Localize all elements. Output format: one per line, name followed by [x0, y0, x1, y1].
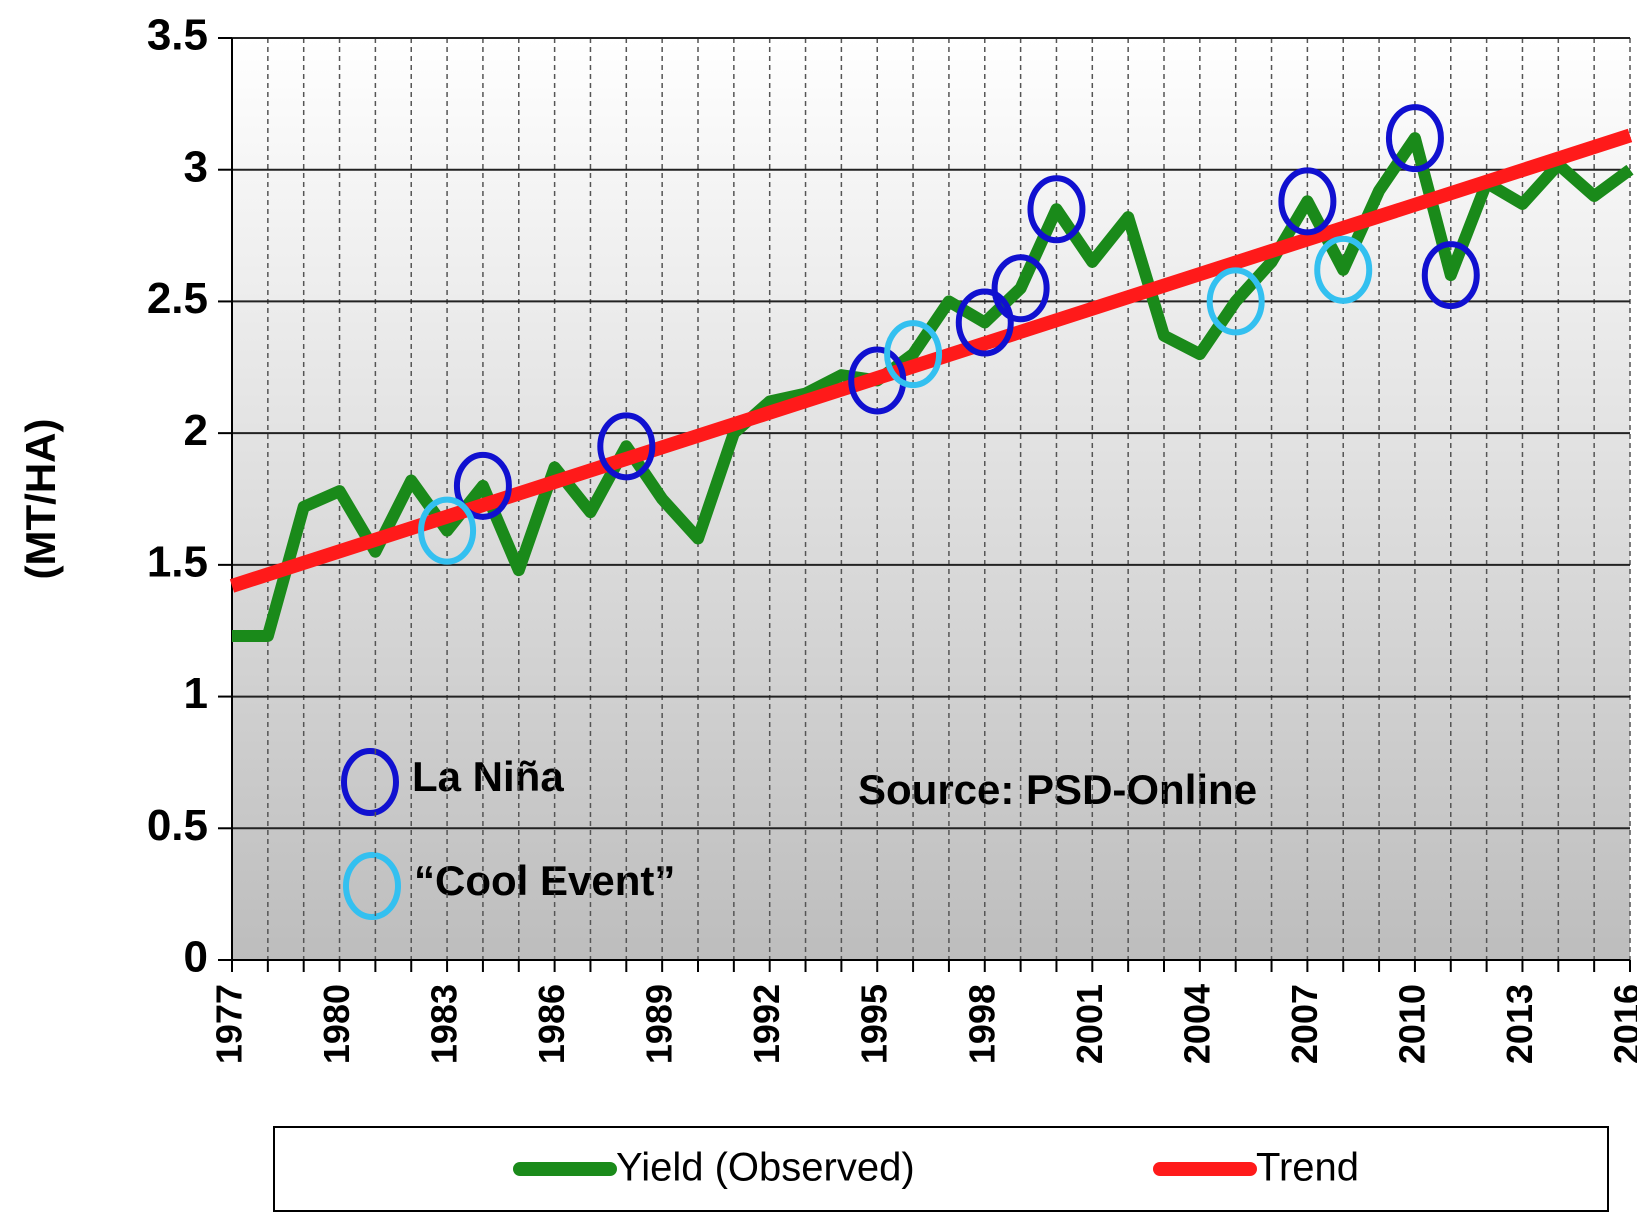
- event-circle: [1278, 167, 1337, 236]
- y-tick-label: 1: [184, 669, 208, 718]
- event-circle: [1206, 267, 1265, 336]
- y-tick-label: 1.5: [147, 537, 208, 586]
- x-tick-label: 2004: [1176, 984, 1217, 1064]
- x-tick-label: 1983: [424, 984, 465, 1064]
- y-tick-label: 0.5: [147, 801, 208, 850]
- cool-event-label: “Cool Event”: [414, 857, 675, 904]
- x-tick-label: 2016: [1607, 984, 1637, 1064]
- x-tick-label: 1998: [961, 984, 1002, 1064]
- event-circle: [1027, 175, 1086, 244]
- event-circle: [1421, 241, 1480, 310]
- x-tick-label: 2007: [1284, 984, 1325, 1064]
- event-circle: [991, 254, 1050, 323]
- y-tick-label: 0: [184, 933, 208, 982]
- x-tick-label: 1992: [746, 984, 787, 1064]
- source-note: Source: PSD-Online: [858, 766, 1257, 813]
- y-tick-label: 3: [184, 142, 208, 191]
- x-tick-label: 2010: [1391, 984, 1432, 1064]
- legend-label: Yield (Observed): [616, 1146, 915, 1190]
- event-circle: [597, 412, 656, 481]
- legend-label: Trend: [1256, 1146, 1359, 1190]
- la-nina-label: La Niña: [412, 753, 564, 800]
- y-tick-label: 2: [184, 406, 208, 455]
- legend-box: [273, 1126, 1609, 1212]
- x-tick-label: 1989: [639, 984, 680, 1064]
- x-tick-label: 2013: [1499, 984, 1540, 1064]
- x-tick-label: 2001: [1069, 984, 1110, 1064]
- x-tick-label: 1995: [854, 984, 895, 1064]
- legend-la-nina-circle: [341, 748, 399, 816]
- event-circle: [1385, 104, 1444, 173]
- event-circle: [1314, 235, 1373, 304]
- event-circle: [418, 496, 477, 565]
- legend-cool-event-circle: [343, 852, 401, 920]
- y-tick-label: 2.5: [147, 274, 208, 323]
- x-tick-label: 1986: [531, 984, 572, 1064]
- y-tick-label: 3.5: [147, 11, 208, 60]
- x-tick-label: 1980: [316, 984, 357, 1064]
- event-circle: [884, 320, 943, 389]
- event-circle: [955, 288, 1014, 357]
- x-tick-label: 1977: [209, 984, 250, 1064]
- event-circle: [453, 451, 512, 520]
- y-axis-label: (MT/HA): [17, 419, 64, 580]
